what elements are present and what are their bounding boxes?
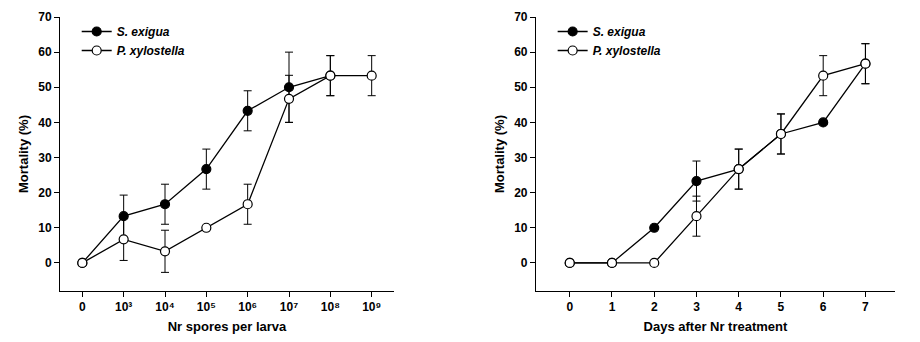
svg-text:10⁹: 10⁹ [362,300,381,314]
svg-text:10⁵: 10⁵ [197,300,216,314]
svg-text:10: 10 [38,221,52,235]
svg-text:40: 40 [38,116,52,130]
svg-text:7: 7 [862,300,869,314]
svg-text:10: 10 [514,221,528,235]
svg-text:Days after Nr treatment: Days after Nr treatment [644,319,788,334]
svg-text:50: 50 [514,80,528,94]
svg-text:0: 0 [566,300,573,314]
svg-text:1: 1 [609,300,616,314]
svg-text:S. exigua: S. exigua [593,25,646,39]
svg-text:10⁴: 10⁴ [155,300,174,314]
svg-text:0: 0 [79,300,86,314]
svg-text:10³: 10³ [115,300,132,314]
svg-text:70: 70 [38,10,52,24]
svg-text:60: 60 [38,45,52,59]
svg-text:Mortality (%): Mortality (%) [492,115,507,193]
svg-text:Mortality (%): Mortality (%) [16,115,31,193]
svg-text:10⁶: 10⁶ [238,300,257,314]
svg-text:50: 50 [38,80,52,94]
svg-text:20: 20 [38,186,52,200]
svg-text:40: 40 [514,116,528,130]
svg-text:S. exigua: S. exigua [117,25,170,39]
svg-text:6: 6 [820,300,827,314]
svg-text:P. xylostella: P. xylostella [593,44,661,58]
svg-text:70: 70 [514,10,528,24]
svg-text:0: 0 [521,256,528,270]
svg-text:10⁸: 10⁸ [321,300,340,314]
svg-text:60: 60 [514,45,528,59]
svg-text:2: 2 [651,300,658,314]
svg-text:10⁷: 10⁷ [280,300,298,314]
svg-text:Nr spores per larva: Nr spores per larva [168,319,287,334]
svg-text:30: 30 [38,151,52,165]
svg-text:5: 5 [778,300,785,314]
svg-text:P. xylostella: P. xylostella [117,44,185,58]
svg-text:20: 20 [514,186,528,200]
svg-text:30: 30 [514,151,528,165]
svg-text:0: 0 [45,256,52,270]
svg-text:3: 3 [693,300,700,314]
svg-text:4: 4 [735,300,742,314]
